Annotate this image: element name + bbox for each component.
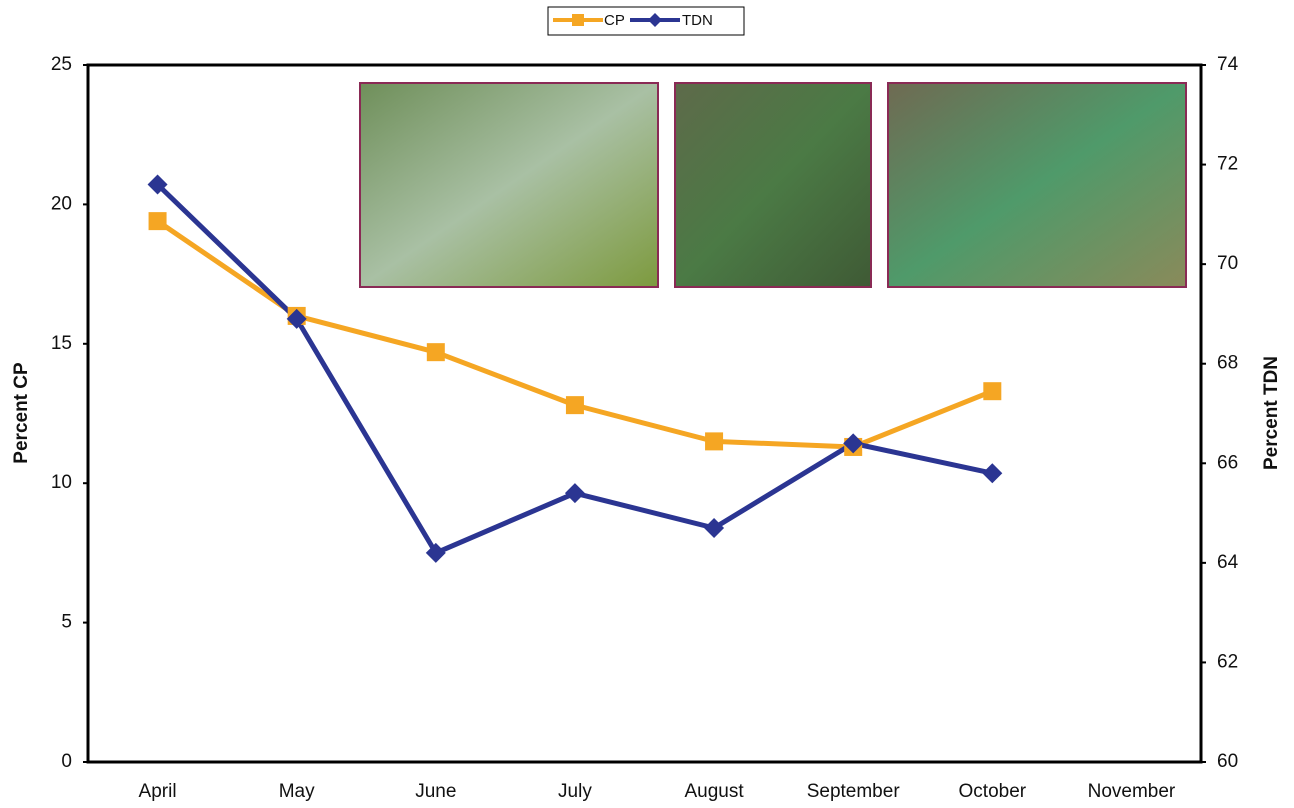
x-tick-label: July <box>558 781 592 802</box>
x-tick-label: November <box>1088 781 1176 802</box>
marker <box>147 174 168 195</box>
y-axis-title: Percent CP <box>11 362 32 464</box>
y2-tick-label: 68 <box>1217 353 1238 374</box>
y-tick-label: 25 <box>51 54 72 75</box>
x-tick-label: May <box>279 781 315 802</box>
photo <box>674 82 872 288</box>
x-tick-label: August <box>684 781 744 802</box>
y2-axis-title: Percent TDN <box>1261 356 1282 470</box>
marker <box>983 382 1002 401</box>
y-tick-label: 0 <box>61 751 72 772</box>
plot-frame <box>86 63 1203 764</box>
x-tick-label: June <box>415 781 456 802</box>
legend-label: CP <box>604 12 625 29</box>
photo <box>359 82 659 288</box>
marker <box>704 518 725 539</box>
y-tick-label: 15 <box>51 333 72 354</box>
marker <box>982 463 1003 484</box>
y-tick-label: 5 <box>61 612 72 633</box>
legend-marker <box>648 13 662 27</box>
marker <box>286 308 307 329</box>
marker <box>425 542 446 563</box>
y2-tick-label: 60 <box>1217 751 1238 772</box>
legend: CP TDN <box>547 6 745 36</box>
marker <box>564 483 585 504</box>
marker <box>843 433 864 454</box>
y2-tick-label: 66 <box>1217 452 1238 473</box>
y2-tick-label: 70 <box>1217 253 1238 274</box>
y2-tick-label: 74 <box>1217 54 1239 75</box>
marker <box>705 432 724 451</box>
marker <box>426 343 445 362</box>
photo <box>887 82 1187 288</box>
x-tick-label: April <box>139 781 177 802</box>
photos <box>359 82 1187 288</box>
y-tick-label: 10 <box>51 472 72 493</box>
y2-tick-label: 62 <box>1217 651 1238 672</box>
y2-tick-label: 64 <box>1217 552 1239 573</box>
marker <box>565 396 584 415</box>
y-tick-label: 20 <box>51 193 72 214</box>
marker <box>148 212 167 231</box>
y2-tick-label: 72 <box>1217 154 1238 175</box>
x-tick-label: September <box>807 781 901 802</box>
x-tick-label: October <box>959 781 1027 802</box>
legend-label: TDN <box>682 12 713 29</box>
legend-marker <box>572 14 584 26</box>
